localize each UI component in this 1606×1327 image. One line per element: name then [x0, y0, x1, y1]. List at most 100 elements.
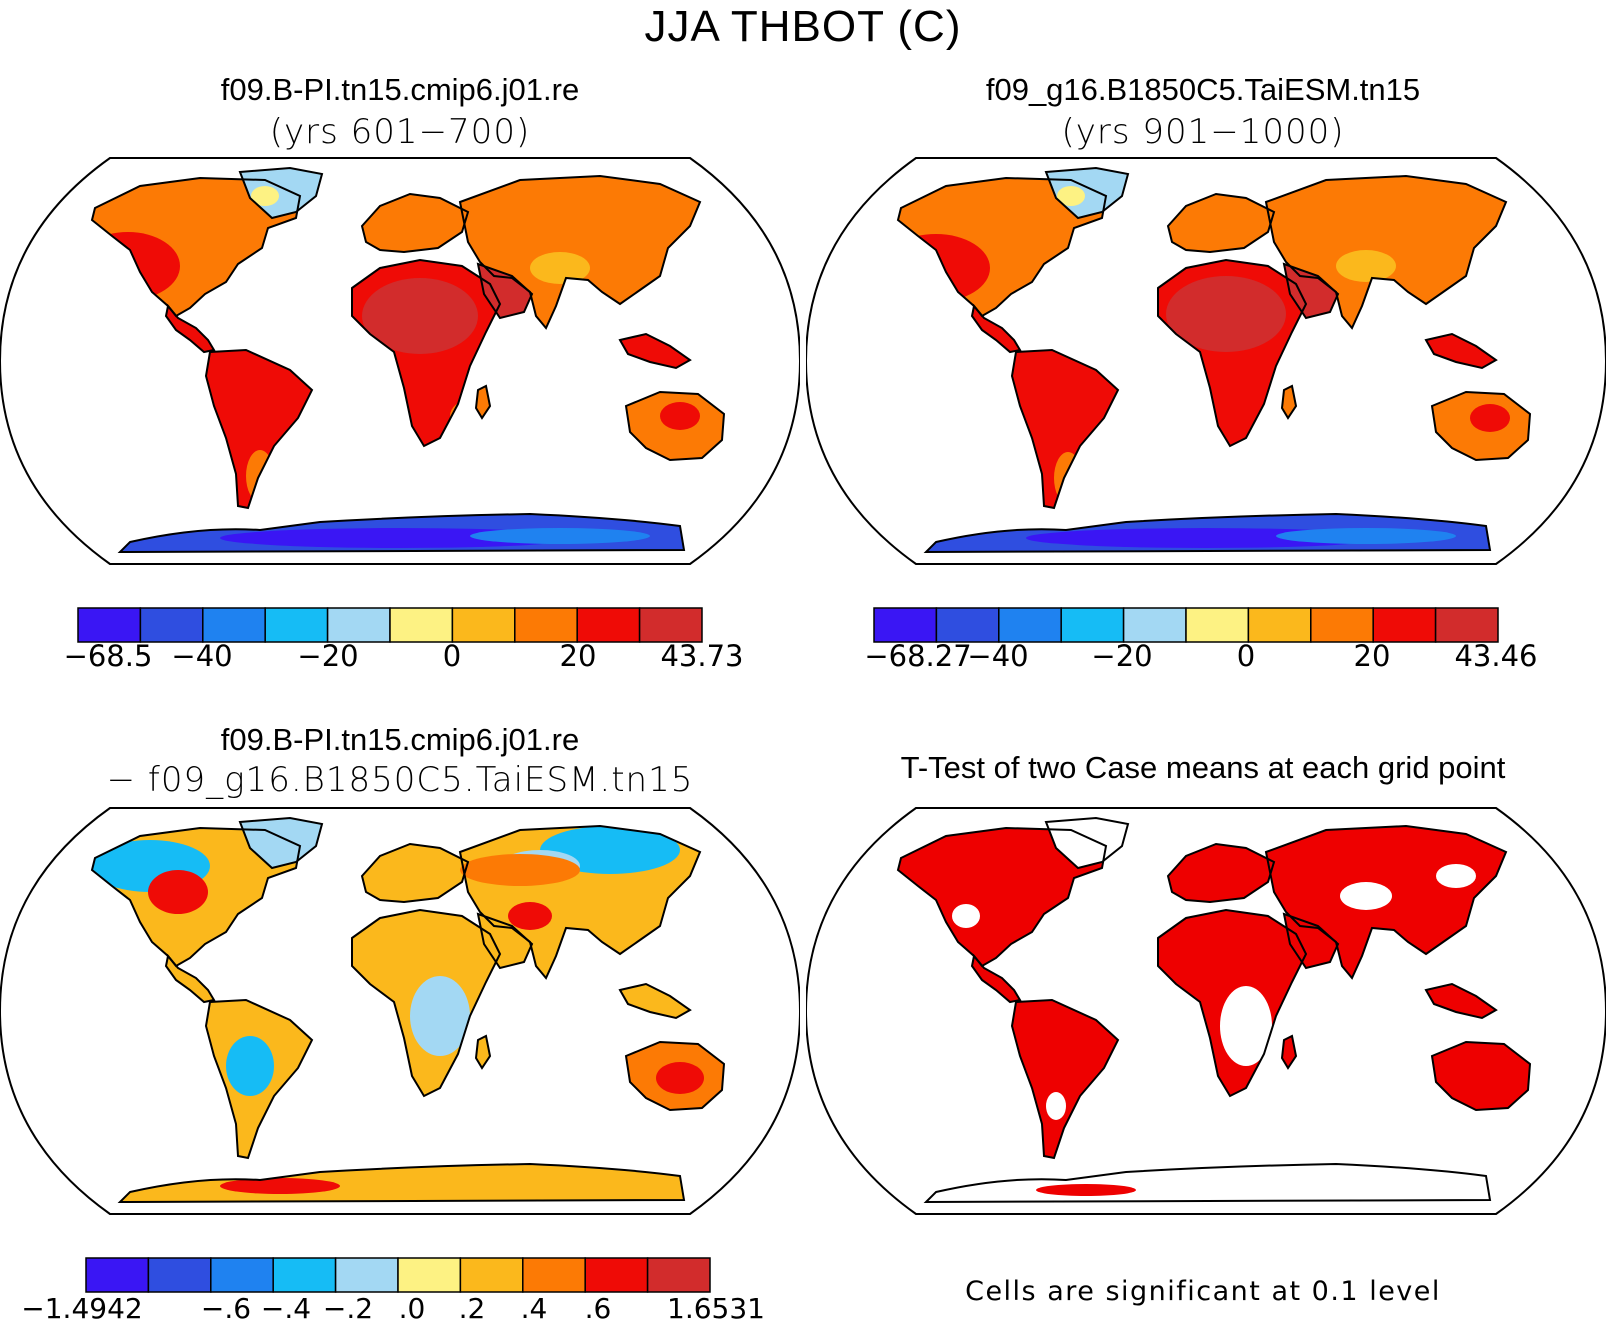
colorbar-bin — [85, 1257, 150, 1293]
colorbar-tick-label: .4 — [521, 1292, 548, 1325]
land-region-sea — [620, 984, 690, 1018]
coastline-sa — [204, 348, 314, 510]
shading-group — [898, 818, 1530, 1202]
shade-patch — [1036, 1184, 1136, 1196]
shade-patch — [1340, 882, 1392, 910]
colorbar-bin — [638, 607, 703, 643]
coastline-af — [351, 908, 502, 1098]
coastline-mad — [1280, 384, 1298, 420]
coastline-ca — [970, 303, 1022, 354]
land-region-ca — [972, 956, 1020, 1002]
coastline-gl — [1044, 816, 1130, 870]
coastline-an — [117, 512, 686, 554]
colorbar-bin — [326, 607, 391, 643]
land-region-na — [898, 828, 1106, 966]
land-region-eu — [1168, 194, 1274, 252]
shading-group — [92, 818, 724, 1202]
coastline-sa — [204, 998, 314, 1160]
land-fill-group — [90, 816, 726, 1204]
colorbar-tick-label: −68.27 — [866, 639, 972, 673]
colorbar-bin — [139, 607, 204, 643]
colorbar-tick-label: 20 — [1354, 639, 1391, 673]
coastline-ar — [1282, 262, 1340, 320]
coastline-eu — [1166, 842, 1276, 904]
shade-patch — [410, 976, 470, 1056]
map-border — [0, 807, 800, 1215]
coastline-as — [458, 824, 702, 980]
main-title: JJA THBOT (C) — [644, 2, 962, 51]
coastline-an — [923, 1162, 1492, 1204]
land-region-sa — [1012, 350, 1118, 508]
colorbar-bin — [389, 607, 454, 643]
panel2-map — [806, 157, 1606, 565]
land-region-eu — [1168, 844, 1274, 902]
land-region-sa — [206, 350, 312, 508]
colorbar-tick-label: 43.46 — [1454, 639, 1537, 673]
colorbar-bin — [646, 1257, 711, 1293]
coastline-ca — [164, 303, 216, 354]
colorbar-bin — [459, 1257, 524, 1293]
panel1-title: f09.B-PI.tn15.cmip6.j01.re — [220, 72, 580, 107]
coastline-gl — [238, 816, 324, 870]
colorbar-bin — [522, 1257, 586, 1293]
land-region-sa — [1012, 1000, 1118, 1158]
colorbar-bin — [576, 607, 641, 643]
coastline-sea — [1424, 982, 1498, 1020]
colorbar-bin — [210, 1257, 274, 1293]
panel2-title: f09_g16.B1850C5.TaiESM.tn15 — [985, 72, 1421, 107]
land-region-ca — [166, 956, 214, 1002]
colorbar-bin — [935, 607, 1000, 643]
colorbar-bin — [334, 1257, 399, 1293]
colorbar-tick-label: −40 — [171, 639, 232, 673]
coastline-af — [1157, 258, 1308, 448]
colorbar-tick-label: −20 — [1091, 639, 1152, 673]
colorbar-bin — [1247, 607, 1312, 643]
coastline-au — [624, 1040, 726, 1112]
shade-patch — [1336, 250, 1396, 282]
colorbar-bin — [584, 1257, 649, 1293]
colorbar-bin — [264, 607, 329, 643]
colorbar-bin — [202, 607, 266, 643]
coastline-au — [624, 390, 726, 462]
shade-patch — [226, 1036, 274, 1096]
colorbar-tick-label: .2 — [459, 1292, 486, 1325]
coastline-sa — [1010, 348, 1120, 510]
land-region-eu — [362, 194, 468, 252]
shade-patch — [952, 904, 980, 928]
land-region-sea — [1426, 334, 1496, 368]
panel4-map — [806, 807, 1606, 1215]
coastline-sa — [1010, 998, 1120, 1160]
coastline-as — [1264, 174, 1508, 330]
colorbar-bin — [1434, 607, 1499, 643]
coastline-sea — [1424, 332, 1498, 370]
shade-patch — [1436, 864, 1476, 888]
panel4-title: T-Test of two Case means at each grid po… — [900, 750, 1506, 785]
coastline-eu — [360, 192, 470, 254]
panel2-colorbar: −68.27−40 −20 0 20 43.46 — [866, 607, 1538, 673]
coastline-gl — [1044, 166, 1130, 220]
coastline-na — [90, 176, 302, 318]
colorbar-bin — [77, 607, 142, 643]
colorbar-bin — [873, 607, 938, 643]
shade-patch — [148, 870, 208, 914]
coastline-mad — [474, 1034, 492, 1070]
colorbar-tick-label: −1.4942 — [21, 1292, 142, 1325]
shade-patch — [470, 528, 650, 544]
colorbar-tick-label: −40 — [967, 639, 1028, 673]
colorbar-tick-label: 0 — [1237, 639, 1255, 673]
coastline-ar — [1282, 912, 1340, 970]
land-fill-group — [896, 166, 1532, 554]
coastline-eu — [1166, 192, 1276, 254]
significance-note: Cells are significant at 0.1 level — [965, 1276, 1441, 1307]
panel3-subtitle: − f09_g16.B1850C5.TaiESM.tn15 — [106, 760, 694, 800]
coastline-au — [1430, 1040, 1532, 1112]
coastline-as — [1264, 824, 1508, 980]
land-fill-group — [896, 816, 1532, 1204]
coastline-gl — [238, 166, 324, 220]
coastline-af — [1157, 908, 1308, 1098]
coastline-au — [1430, 390, 1532, 462]
land-region-ca — [972, 306, 1020, 352]
coastline-an — [923, 512, 1492, 554]
coastline-eu — [360, 842, 470, 904]
panel3-title: f09.B-PI.tn15.cmip6.j01.re — [220, 722, 580, 757]
